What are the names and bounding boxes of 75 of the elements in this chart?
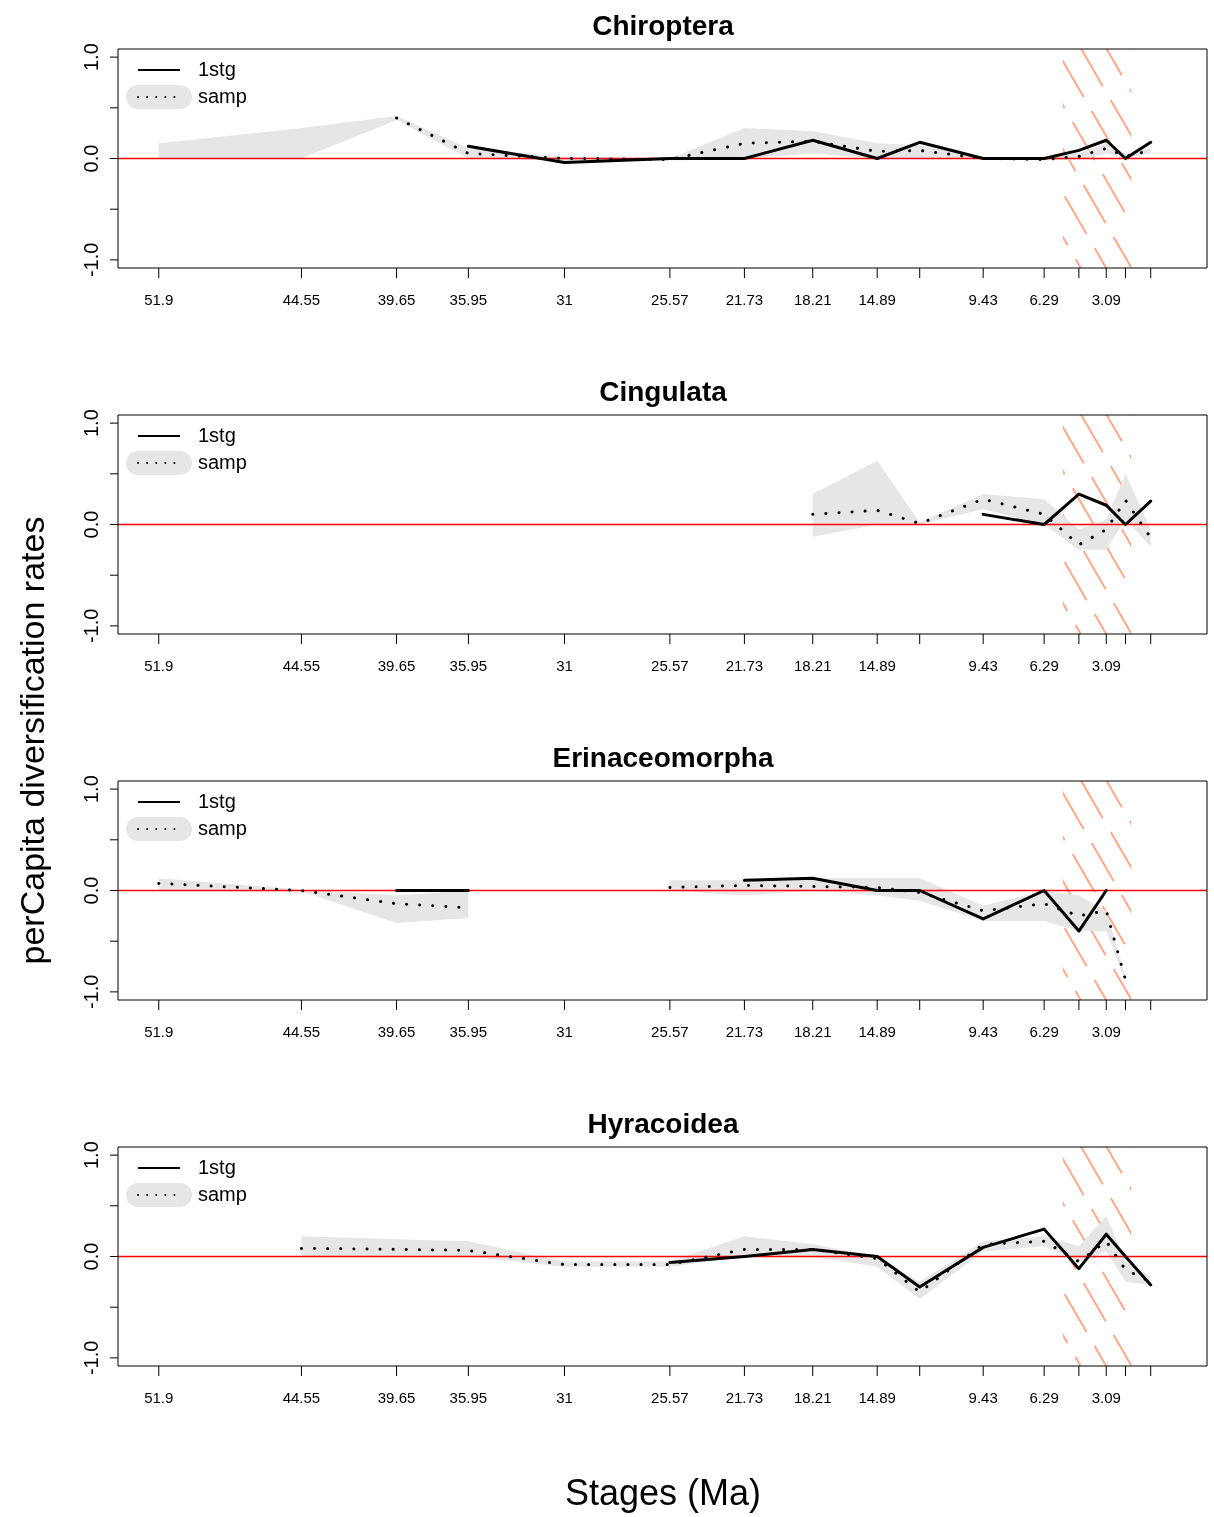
x-tick-label: 39.65 [377, 1388, 416, 1406]
x-tick-label: 14.89 [858, 290, 896, 308]
x-tick-label: 14.89 [858, 656, 896, 674]
chart-title: Erinaceomorpha [551, 741, 775, 775]
x-tick-label: 9.43 [968, 290, 998, 308]
x-tick-label: 25.57 [651, 656, 689, 674]
x-tick-label: 21.73 [725, 656, 764, 674]
x-tick-label: 44.55 [282, 1022, 321, 1040]
x-tick-label: 31 [556, 1022, 573, 1040]
x-tick-label: 21.73 [725, 1388, 764, 1406]
y-tick-label: -1.0 [80, 1340, 102, 1376]
x-tick-label: 44.55 [282, 656, 321, 674]
x-tick-label: 39.65 [377, 290, 416, 308]
x-tick-label: 35.95 [449, 656, 488, 674]
legend-label: 1stg [198, 424, 236, 447]
x-tick-label: 18.21 [793, 1022, 832, 1040]
y-tick-label: -1.0 [80, 974, 102, 1010]
x-tick-label: 51.9 [144, 290, 174, 308]
x-tick-label: 35.95 [449, 290, 488, 308]
y-tick-label: -1.0 [80, 608, 102, 644]
x-tick-label: 21.73 [725, 1022, 764, 1040]
x-tick-label: 44.55 [282, 290, 321, 308]
x-tick-label: 39.65 [377, 1022, 416, 1040]
x-tick-label: 21.73 [725, 290, 764, 308]
x-tick-label: 35.95 [449, 1022, 488, 1040]
chart-title: Chiroptera [591, 9, 735, 43]
x-tick-label: 6.29 [1029, 1388, 1059, 1406]
x-tick-label: 18.21 [793, 1388, 832, 1406]
x-tick-label: 31 [556, 656, 573, 674]
y-tick-label: 0.0 [80, 876, 102, 905]
x-tick-label: 9.43 [968, 1022, 998, 1040]
legend-label: samp [198, 1183, 247, 1206]
x-tick-label: 14.89 [858, 1388, 896, 1406]
x-tick-label: 44.55 [282, 1388, 321, 1406]
y-tick-label: 1.0 [80, 409, 102, 438]
x-tick-label: 9.43 [968, 1388, 998, 1406]
legend-label: samp [198, 451, 247, 474]
x-tick-label: 6.29 [1029, 1022, 1059, 1040]
y-tick-label: 0.0 [80, 510, 102, 539]
legend-label: 1stg [198, 58, 236, 81]
legend-label: 1stg [198, 1156, 236, 1179]
x-tick-label: 51.9 [144, 656, 174, 674]
chart-title: Hyracoidea [586, 1107, 740, 1141]
legend-label: samp [198, 817, 247, 840]
x-tick-label: 9.43 [968, 656, 998, 674]
x-tick-label: 3.09 [1091, 1022, 1121, 1040]
x-tick-label: 14.89 [858, 1022, 896, 1040]
x-tick-label: 3.09 [1091, 1388, 1121, 1406]
x-tick-label: 6.29 [1029, 290, 1059, 308]
x-axis-title: Stages (Ma) [563, 1472, 763, 1515]
x-tick-label: 18.21 [793, 656, 832, 674]
x-tick-label: 18.21 [793, 290, 832, 308]
chart-title: Cingulata [598, 375, 728, 409]
x-tick-label: 25.57 [651, 1022, 689, 1040]
y-tick-label: -1.0 [80, 242, 102, 278]
x-tick-label: 25.57 [651, 1388, 689, 1406]
x-tick-label: 31 [556, 1388, 573, 1406]
x-tick-label: 25.57 [651, 290, 689, 308]
x-tick-label: 35.95 [449, 1388, 488, 1406]
x-tick-label: 3.09 [1091, 656, 1121, 674]
y-axis-title: perCapita diversification rates [13, 516, 53, 964]
legend-label: samp [198, 85, 247, 108]
line-series [811, 497, 1153, 547]
x-tick-label: 6.29 [1029, 656, 1059, 674]
y-tick-label: 0.0 [80, 144, 102, 173]
y-tick-label: 1.0 [80, 775, 102, 804]
x-tick-label: 51.9 [144, 1388, 174, 1406]
x-tick-label: 3.09 [1091, 290, 1121, 308]
y-tick-label: 0.0 [80, 1242, 102, 1271]
x-tick-label: 39.65 [377, 656, 416, 674]
y-tick-label: 1.0 [80, 1141, 102, 1170]
x-tick-label: 31 [556, 290, 573, 308]
x-tick-label: 51.9 [144, 1022, 174, 1040]
legend-label: 1stg [198, 790, 236, 813]
y-tick-label: 1.0 [80, 43, 102, 72]
